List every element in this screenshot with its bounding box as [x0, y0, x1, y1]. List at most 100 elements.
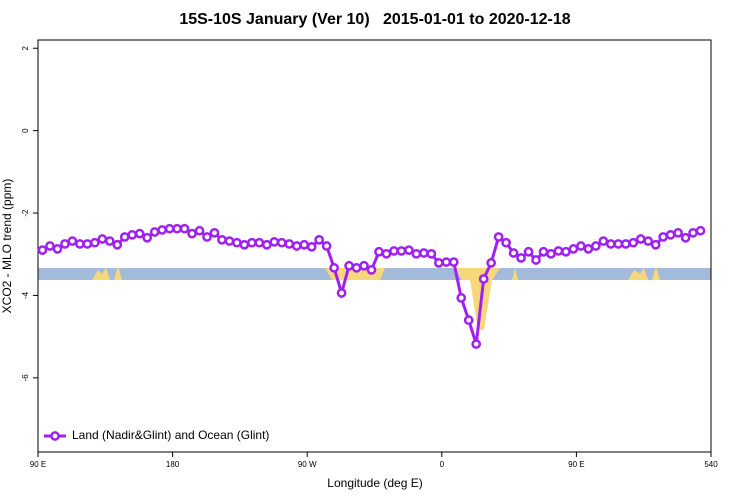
point — [583, 244, 594, 254]
point — [97, 234, 108, 244]
point — [673, 227, 683, 238]
x-tick-label: 540 — [704, 460, 718, 469]
point — [351, 262, 362, 273]
point — [628, 237, 639, 248]
point — [546, 248, 556, 259]
point — [104, 236, 115, 246]
x-tick-label: 90 W — [298, 460, 317, 469]
point — [561, 246, 571, 257]
land-patch — [92, 268, 110, 280]
point — [620, 239, 631, 249]
point — [82, 239, 93, 249]
point — [605, 239, 616, 249]
point — [643, 236, 654, 246]
point — [247, 237, 257, 248]
land-patch — [114, 266, 122, 280]
x-tick-label: 90 E — [568, 460, 584, 469]
point — [381, 248, 392, 259]
point — [67, 236, 78, 246]
point — [261, 239, 272, 250]
point — [239, 239, 250, 250]
point — [613, 239, 624, 249]
point — [531, 255, 541, 265]
legend-marker — [50, 431, 60, 441]
point — [127, 230, 138, 240]
point — [493, 232, 504, 242]
point — [112, 239, 123, 250]
point — [75, 239, 85, 249]
y-tick-label: -4 — [21, 291, 30, 299]
y-tick-label: 2 — [21, 45, 30, 50]
point — [404, 245, 414, 255]
point — [463, 315, 474, 326]
point — [269, 237, 280, 247]
point — [157, 225, 167, 235]
point — [194, 225, 205, 236]
point — [433, 258, 444, 268]
point — [568, 244, 579, 254]
point — [441, 257, 452, 267]
point — [344, 260, 354, 271]
point — [680, 232, 691, 243]
land-patch — [652, 266, 660, 280]
point — [329, 262, 339, 273]
point — [52, 244, 63, 254]
point — [635, 234, 646, 244]
point — [411, 248, 422, 259]
land-patch — [512, 268, 518, 280]
point — [576, 241, 586, 251]
series-line — [41, 227, 701, 345]
point — [164, 223, 175, 234]
point — [650, 239, 661, 250]
point — [142, 232, 153, 243]
point — [336, 288, 347, 298]
point — [419, 248, 429, 258]
point — [134, 228, 145, 239]
x-tick-label: 90 E — [30, 460, 46, 469]
point — [276, 237, 287, 248]
point — [321, 241, 332, 251]
land-patch — [628, 268, 648, 280]
point — [291, 241, 302, 251]
point — [37, 245, 48, 255]
point — [314, 234, 325, 245]
point — [374, 246, 384, 257]
point — [658, 232, 668, 242]
point — [523, 246, 534, 257]
point — [501, 237, 511, 248]
point — [306, 241, 317, 252]
point — [486, 258, 497, 268]
point — [179, 223, 190, 234]
y-tick-label: -6 — [21, 374, 30, 382]
point — [149, 227, 160, 237]
point — [471, 339, 482, 349]
point — [209, 227, 220, 238]
point — [389, 246, 399, 256]
x-tick-label: 0 — [440, 460, 445, 469]
point — [45, 241, 55, 251]
point — [598, 236, 609, 246]
point — [232, 237, 242, 248]
y-tick-label: -2 — [21, 209, 30, 217]
point — [396, 246, 407, 256]
point — [448, 257, 459, 267]
land-patch — [455, 268, 500, 330]
point — [508, 248, 519, 258]
legend-label: Land (Nadir&Glint) and Ocean (Glint) — [72, 428, 269, 442]
point — [688, 227, 698, 238]
point — [538, 246, 549, 257]
x-axis-label: Longitude (deg E) — [327, 476, 422, 490]
point — [553, 246, 564, 256]
point — [202, 232, 212, 242]
point — [284, 239, 295, 249]
point — [366, 265, 377, 275]
point — [187, 228, 197, 239]
point — [665, 230, 676, 240]
point — [119, 232, 130, 242]
plot-frame — [37, 39, 712, 453]
point — [299, 239, 310, 250]
y-tick-label: 0 — [21, 128, 30, 133]
point — [224, 236, 235, 246]
point — [695, 225, 706, 236]
